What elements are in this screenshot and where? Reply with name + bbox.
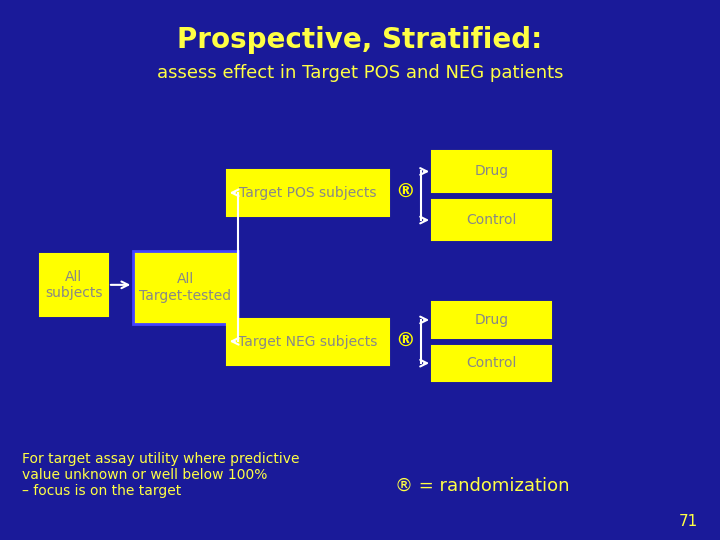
FancyBboxPatch shape [133, 251, 238, 324]
Text: All
subjects: All subjects [45, 270, 102, 300]
Text: assess effect in Target POS and NEG patients: assess effect in Target POS and NEG pati… [157, 64, 563, 82]
Text: Control: Control [467, 356, 516, 370]
FancyBboxPatch shape [227, 319, 389, 364]
Text: ® = randomization: ® = randomization [395, 477, 570, 495]
Text: ®: ® [395, 332, 415, 351]
FancyBboxPatch shape [432, 151, 551, 192]
Text: ®: ® [395, 183, 415, 202]
Text: All
Target-tested: All Target-tested [140, 273, 231, 302]
FancyBboxPatch shape [432, 200, 551, 240]
Text: For target assay utility where predictive
value unknown or well below 100%
– foc: For target assay utility where predictiv… [22, 452, 299, 498]
Text: Drug: Drug [474, 165, 508, 178]
FancyBboxPatch shape [227, 170, 389, 216]
FancyBboxPatch shape [432, 302, 551, 338]
FancyBboxPatch shape [40, 254, 108, 316]
Text: Prospective, Stratified:: Prospective, Stratified: [177, 26, 543, 55]
Text: Target NEG subjects: Target NEG subjects [238, 335, 377, 348]
Text: Drug: Drug [474, 313, 508, 327]
FancyBboxPatch shape [432, 346, 551, 381]
Text: 71: 71 [679, 514, 698, 529]
Text: Target POS subjects: Target POS subjects [239, 186, 377, 200]
Text: Control: Control [467, 213, 516, 227]
